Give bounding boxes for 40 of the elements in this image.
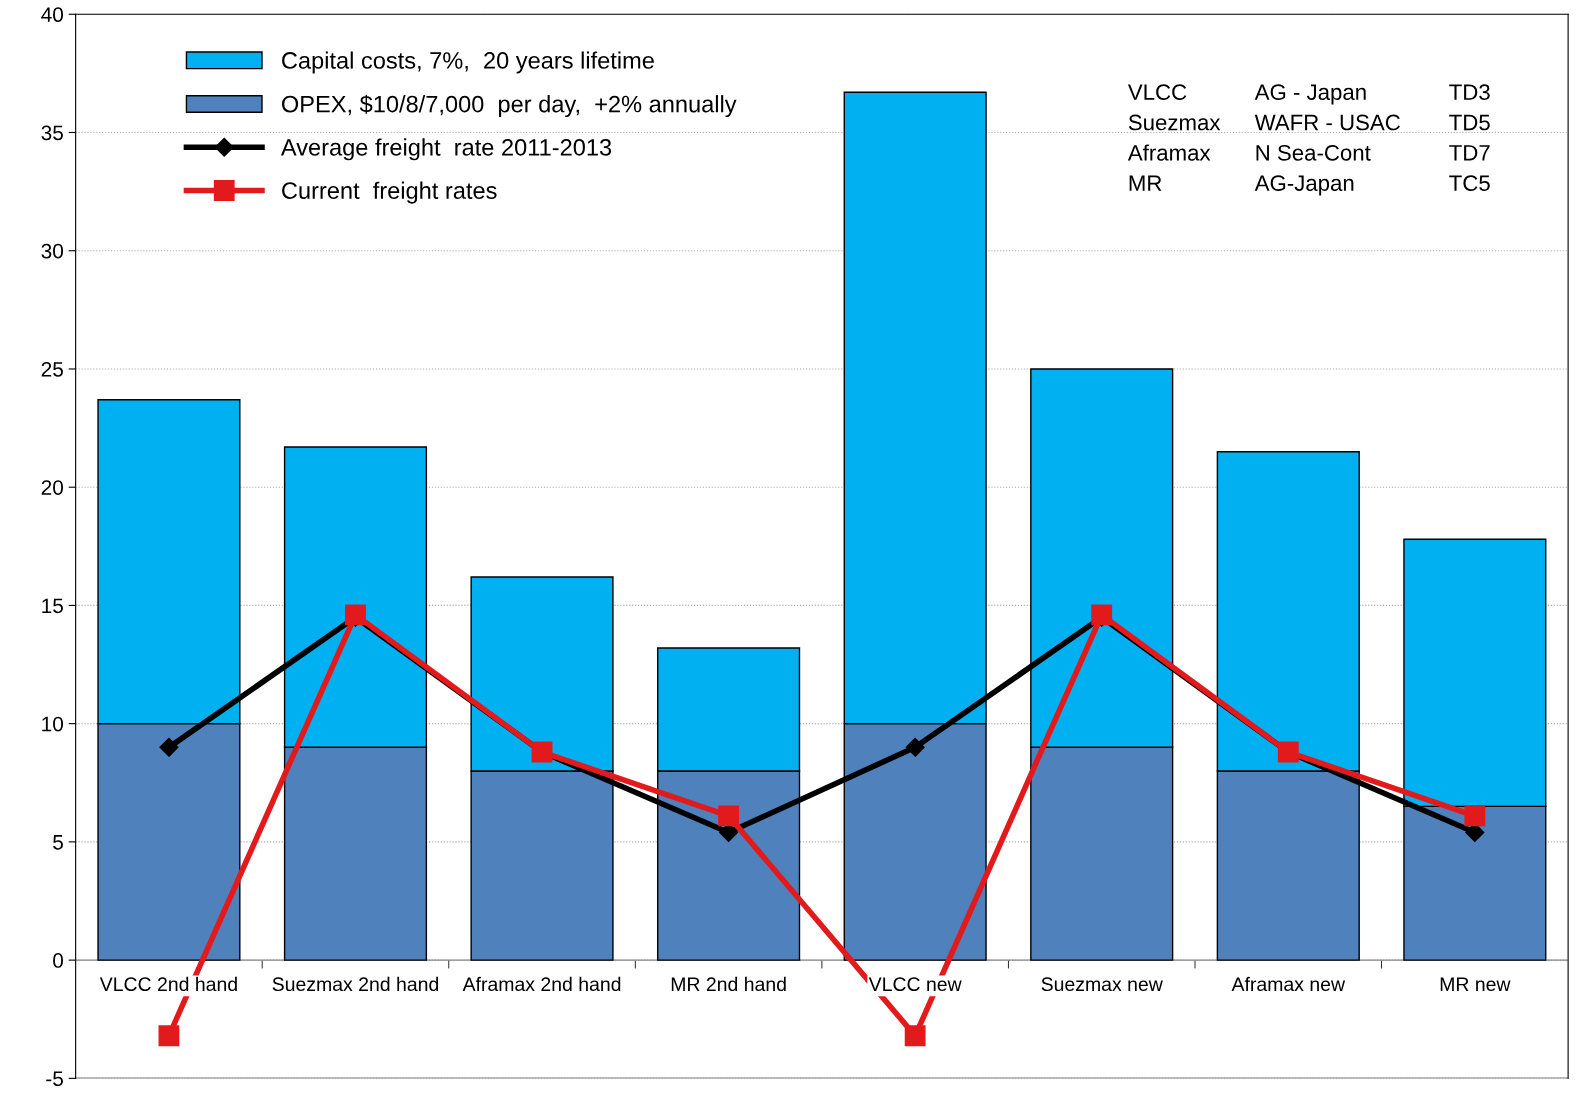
legend-label: OPEX, $10/8/7,000 per day, +2% annually <box>282 94 737 118</box>
y-tick-label: 10 <box>42 716 64 732</box>
annotation: TC5 <box>1449 175 1490 192</box>
annotation: Aframax <box>1127 144 1211 161</box>
point <box>905 737 925 757</box>
x-tick-label: VLCC new <box>868 977 962 992</box>
y-tick-label: 5 <box>53 835 63 850</box>
annotation: WAFR - USAC <box>1254 114 1400 131</box>
point <box>158 1025 180 1047</box>
point <box>1464 805 1486 827</box>
x-tick-label: Aframax new <box>1231 976 1346 992</box>
y-tick-label: -5 <box>46 1071 63 1087</box>
annotation: TD3 <box>1449 84 1490 101</box>
annotation: AG-Japan <box>1254 175 1354 196</box>
annotation: N Sea-Cont <box>1256 144 1371 161</box>
legend-label: Capital costs, 7%, 20 years lifetime <box>282 51 654 74</box>
y-tick-label: 35 <box>41 125 63 141</box>
x-tick-label: Suezmax new <box>1041 977 1163 992</box>
x-tick-label: MR 2nd hand <box>671 976 786 992</box>
y-tick-label: 0 <box>53 953 64 968</box>
legend-label: Current freight rates <box>282 181 497 204</box>
annotation: AG - Japan <box>1254 84 1366 105</box>
annotation: VLCC <box>1127 84 1187 101</box>
y-tick-label: 30 <box>41 243 64 259</box>
x-tick-label: Aframax 2nd hand <box>462 976 621 992</box>
legend-label: Average freight rate 2011-2013 <box>280 138 612 161</box>
point <box>718 805 740 827</box>
annotation: TD7 <box>1449 145 1490 161</box>
x-tick-label: MR new <box>1440 977 1511 992</box>
y-tick-label: 25 <box>41 361 63 377</box>
annotation: Suezmax <box>1128 114 1221 131</box>
annotation: MR <box>1129 175 1162 191</box>
x-tick-label: VLCC 2nd hand <box>99 976 237 992</box>
y-tick-label: 40 <box>41 7 64 23</box>
y-tick-label: 20 <box>41 480 64 495</box>
x-tick-label: Suezmax 2nd hand <box>272 976 439 992</box>
y-tick-label: 15 <box>42 598 63 614</box>
annotation: TD5 <box>1449 114 1490 131</box>
point <box>159 737 179 757</box>
point <box>904 1025 926 1047</box>
